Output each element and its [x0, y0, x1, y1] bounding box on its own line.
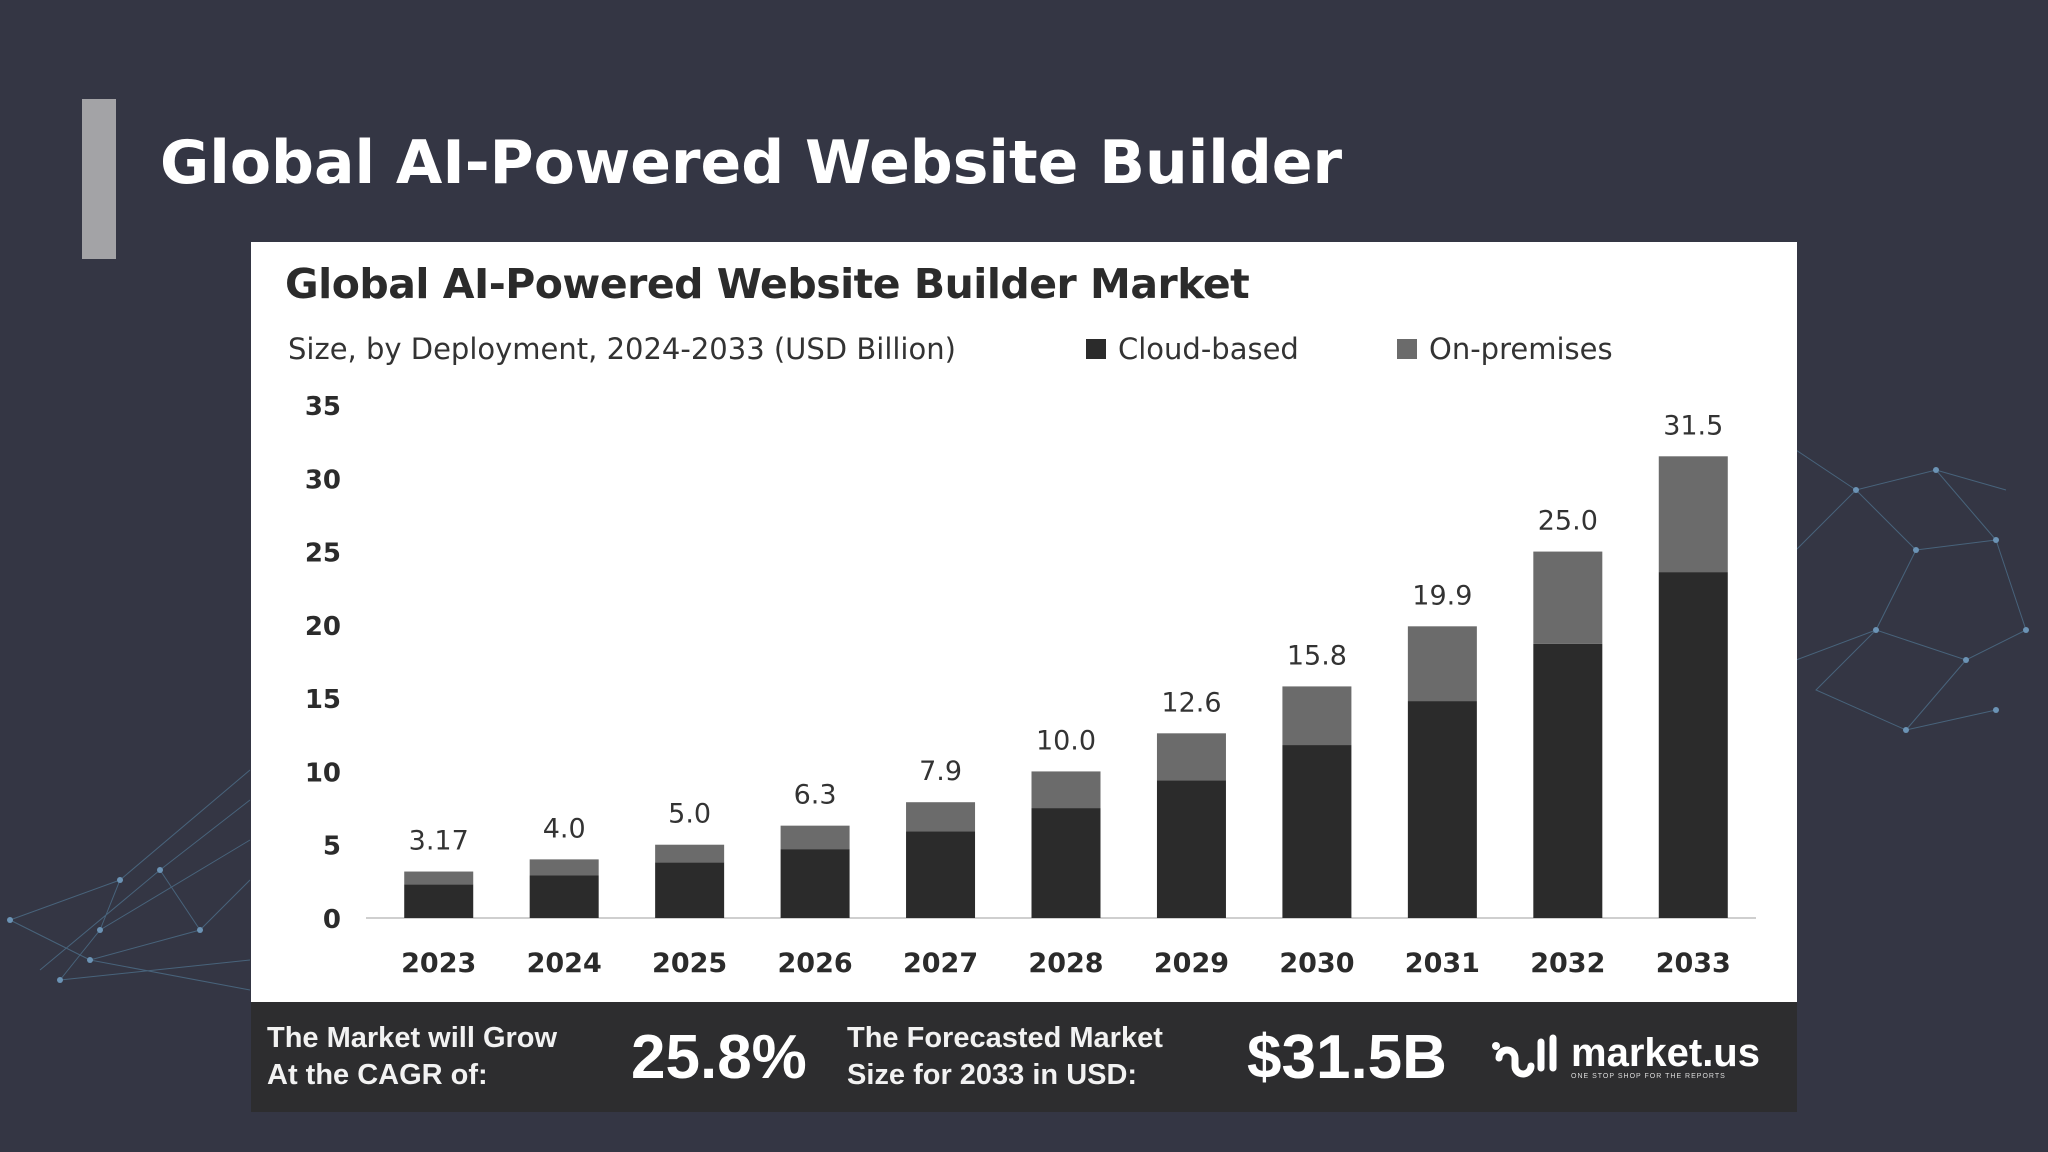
y-tick-label: 10: [305, 758, 341, 788]
network-decoration: [7, 769, 251, 991]
bar-cloud-based: [1031, 808, 1101, 918]
bar-cloud-based: [1407, 701, 1477, 918]
data-label-total: 6.3: [794, 780, 837, 811]
data-label-total: 12.6: [1161, 687, 1221, 718]
bar-cloud-based: [1658, 572, 1728, 918]
y-tick-label: 5: [323, 832, 341, 862]
data-label-total: 19.9: [1412, 580, 1472, 611]
data-label-total: 25.0: [1538, 506, 1598, 537]
bar-cloud-based: [655, 862, 725, 918]
y-tick-label: 15: [305, 685, 341, 715]
x-tick-label: 2030: [1279, 948, 1354, 979]
data-label-total: 10.0: [1036, 725, 1096, 756]
bar-cloud-based: [404, 884, 474, 918]
x-tick-label: 2027: [903, 948, 978, 979]
cagr-value: 25.8%: [631, 1023, 807, 1092]
bar-on-premises: [1533, 551, 1603, 644]
forecast-value: $31.5B: [1247, 1023, 1447, 1092]
cagr-caption-line2: At the CAGR of:: [267, 1059, 488, 1091]
cagr-caption: The Market will Grow At the CAGR of:: [267, 1020, 557, 1094]
bar-on-premises: [780, 825, 850, 850]
legend-label-on-premises: On-premises: [1429, 332, 1613, 366]
bar-on-premises: [1031, 771, 1101, 809]
data-label-total: 3.17: [409, 826, 469, 857]
network-decoration: [1796, 449, 2029, 733]
y-tick-label: 20: [305, 612, 341, 642]
legend-item-cloud-based: Cloud-based: [1086, 332, 1299, 366]
brand-tagline: ONE STOP SHOP FOR THE REPORTS: [1571, 1072, 1726, 1080]
brand: market.us ONE STOP SHOP FOR THE REPORTS: [1491, 1028, 1760, 1084]
bar-cloud-based: [1156, 780, 1226, 918]
chart-title: Global AI-Powered Website Builder Market: [285, 260, 1250, 308]
x-tick-label: 2033: [1656, 948, 1731, 979]
summary-banner: The Market will Grow At the CAGR of: 25.…: [251, 1002, 1797, 1112]
brand-name: market.us: [1571, 1030, 1760, 1075]
data-label-total: 31.5: [1663, 410, 1723, 441]
x-tick-label: 2026: [778, 948, 853, 979]
legend-item-on-premises: On-premises: [1397, 332, 1613, 366]
forecast-caption-line2: Size for 2033 in USD:: [847, 1059, 1138, 1091]
bar-cloud-based: [906, 831, 976, 918]
market-us-logo-icon: [1492, 1034, 1557, 1078]
x-tick-label: 2029: [1154, 948, 1229, 979]
x-tick-label: 2025: [652, 948, 727, 979]
data-label-total: 4.0: [543, 813, 586, 844]
legend-swatch-cloud-based: [1086, 339, 1106, 359]
bar-on-premises: [1407, 626, 1477, 702]
chart-image: Global AI-Powered Website Builder Market…: [251, 242, 1797, 1112]
bar-cloud-based: [1533, 643, 1603, 918]
forecast-caption: The Forecasted Market Size for 2033 in U…: [847, 1020, 1163, 1094]
legend-swatch-on-premises: [1397, 339, 1417, 359]
slide-title: Global AI-Powered Website Builder: [160, 128, 1343, 198]
y-tick-label: 25: [305, 539, 341, 569]
y-tick-label: 35: [305, 392, 341, 422]
bar-on-premises: [1156, 733, 1226, 781]
x-tick-label: 2028: [1028, 948, 1103, 979]
x-tick-label: 2023: [401, 948, 476, 979]
y-tick-label: 30: [305, 465, 341, 495]
x-tick-label: 2032: [1530, 948, 1605, 979]
bar-cloud-based: [780, 849, 850, 918]
chart-subtitle: Size, by Deployment, 2024-2033 (USD Bill…: [288, 332, 956, 366]
x-tick-label: 2031: [1405, 948, 1480, 979]
y-tick-label: 0: [323, 905, 341, 935]
bar-chart: 051015202530353.1720234.020245.020256.32…: [305, 392, 1756, 979]
bar-cloud-based: [1282, 745, 1352, 918]
bar-on-premises: [404, 871, 474, 885]
bar-on-premises: [655, 844, 725, 863]
bar-on-premises: [906, 802, 976, 832]
title-accent-bar: [82, 99, 116, 259]
data-label-total: 7.9: [919, 756, 962, 787]
bar-cloud-based: [529, 875, 599, 918]
bar-on-premises: [1658, 456, 1728, 573]
data-label-total: 15.8: [1287, 640, 1347, 671]
forecast-caption-line1: The Forecasted Market: [847, 1022, 1163, 1054]
legend-label-cloud-based: Cloud-based: [1118, 332, 1299, 366]
bar-on-premises: [1282, 686, 1352, 746]
data-label-total: 5.0: [668, 799, 711, 830]
cagr-caption-line1: The Market will Grow: [267, 1022, 558, 1054]
bar-on-premises: [529, 859, 599, 876]
x-tick-label: 2024: [527, 948, 602, 979]
